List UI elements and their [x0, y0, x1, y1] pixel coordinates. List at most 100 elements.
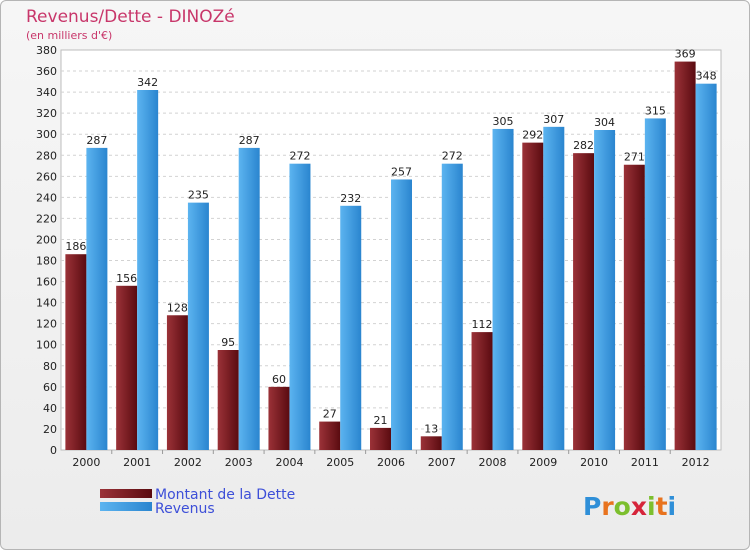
value-label-revenus-2011: 315 [645, 104, 666, 117]
bar-debt-2001 [116, 285, 138, 450]
y-tick-label: 200 [36, 233, 57, 246]
bar-debt-2007 [420, 436, 442, 450]
value-label-debt-2009: 292 [522, 129, 543, 142]
bar-revenus-2008 [492, 128, 514, 450]
bar-debt-2006 [370, 427, 391, 450]
x-tick-label: 2000 [72, 456, 100, 469]
value-label-debt-2012: 369 [675, 48, 696, 61]
y-tick-label: 180 [36, 255, 57, 268]
value-label-debt-2005: 27 [323, 408, 337, 421]
bar-revenus-2009 [543, 126, 565, 450]
value-label-debt-2002: 128 [167, 301, 188, 314]
bar-debt-2012 [674, 61, 696, 450]
y-tick-label: 80 [43, 360, 57, 373]
y-tick-label: 140 [36, 297, 57, 310]
bar-debt-2002 [166, 315, 188, 450]
proxiti-logo: Proxiti [583, 492, 676, 521]
chart-subtitle: (en milliers d'€) [26, 29, 112, 42]
value-label-revenus-2006: 257 [391, 165, 412, 178]
x-tick-label: 2010 [580, 456, 608, 469]
bar-revenus-2005 [340, 205, 362, 450]
bar-revenus-2001 [137, 90, 159, 450]
value-label-revenus-2005: 232 [340, 192, 361, 205]
bar-debt-2008 [471, 332, 493, 450]
y-tick-label: 40 [43, 402, 57, 415]
bar-debt-2011 [623, 164, 645, 450]
value-label-debt-2000: 186 [65, 240, 86, 253]
bar-revenus-2004 [289, 163, 311, 450]
x-tick-label: 2001 [123, 456, 151, 469]
bar-revenus-2012 [695, 83, 717, 451]
bar-revenus-2010 [594, 130, 616, 450]
y-tick-label: 160 [36, 276, 57, 289]
x-axis-ticks: 2000 2001 2002 2003 2004 2005 2006 2007 2008 2009… [72, 450, 710, 469]
value-label-revenus-2002: 235 [188, 189, 209, 202]
value-label-debt-2010: 282 [573, 139, 594, 152]
logo-wordmark: Proxiti [583, 492, 676, 521]
x-tick-label: 2002 [174, 456, 202, 469]
value-label-debt-2011: 271 [624, 151, 645, 164]
value-label-revenus-2012: 348 [696, 70, 717, 83]
value-label-revenus-2003: 287 [239, 134, 260, 147]
value-label-revenus-2000: 287 [86, 134, 107, 147]
value-labels: 186 287 156 342 128 235 95 287 60 272 27 232 21 257 13… [65, 48, 716, 436]
logo-letter: i [668, 492, 677, 521]
x-tick-label: 2009 [529, 456, 557, 469]
legend-label-debt: Montant de la Dette [155, 487, 295, 503]
bar-revenus-2000 [86, 147, 108, 451]
x-tick-label: 2008 [479, 456, 507, 469]
value-label-debt-2004: 60 [272, 373, 286, 386]
x-tick-label: 2007 [428, 456, 456, 469]
x-tick-label: 2011 [631, 456, 659, 469]
value-label-debt-2006: 21 [374, 414, 388, 427]
y-tick-label: 120 [36, 318, 57, 331]
value-label-debt-2001: 156 [116, 272, 137, 285]
logo-letter: t [656, 492, 668, 521]
y-tick-label: 280 [36, 149, 57, 162]
y-tick-label: 260 [36, 170, 57, 183]
bar-debt-2003 [217, 350, 239, 450]
bar-debt-2005 [319, 421, 341, 450]
bar-debt-2009 [522, 142, 544, 450]
bar-debt-2000 [65, 254, 87, 450]
logo-letter: x [631, 492, 647, 521]
bar-revenus-2002 [187, 202, 209, 450]
bar-revenus-2006 [391, 179, 412, 450]
logo-letter: i [647, 492, 656, 521]
value-label-debt-2003: 95 [221, 336, 235, 349]
bar-revenus-2007 [441, 163, 463, 450]
y-tick-label: 300 [36, 128, 57, 141]
chart-title: Revenus/Dette - DINOZé [26, 7, 235, 27]
y-tick-label: 320 [36, 107, 57, 120]
bar-revenus-2003 [238, 147, 260, 451]
y-tick-label: 0 [50, 444, 57, 457]
logo-letter: P [583, 492, 601, 521]
y-tick-label: 100 [36, 339, 57, 352]
x-tick-label: 2003 [225, 456, 253, 469]
x-tick-label: 2012 [682, 456, 710, 469]
value-label-revenus-2007: 272 [442, 150, 463, 163]
value-label-revenus-2009: 307 [543, 113, 564, 126]
value-label-revenus-2001: 342 [137, 76, 158, 89]
y-tick-label: 60 [43, 381, 57, 394]
value-label-debt-2008: 112 [472, 318, 493, 331]
logo-letter: r [601, 492, 614, 521]
value-label-revenus-2004: 272 [289, 150, 310, 163]
x-tick-label: 2004 [275, 456, 303, 469]
legend-swatch-revenus [100, 502, 152, 511]
legend-label-revenus: Revenus [155, 501, 215, 517]
y-tick-label: 360 [36, 65, 57, 78]
y-axis-ticks: 0 20 40 60 80 100 120 140 160 180 200 220 240 260 280 3… [36, 44, 57, 457]
bar-debt-2004 [268, 386, 290, 450]
y-tick-label: 340 [36, 86, 57, 99]
y-tick-label: 220 [36, 212, 57, 225]
legend-swatch-debt [100, 489, 152, 498]
value-label-debt-2007: 13 [424, 422, 438, 435]
legend: Montant de la Dette Revenus [100, 487, 295, 517]
x-tick-label: 2006 [377, 456, 405, 469]
y-tick-label: 380 [36, 44, 57, 57]
y-tick-label: 20 [43, 423, 57, 436]
logo-letter: o [614, 492, 631, 521]
bars [65, 61, 717, 451]
